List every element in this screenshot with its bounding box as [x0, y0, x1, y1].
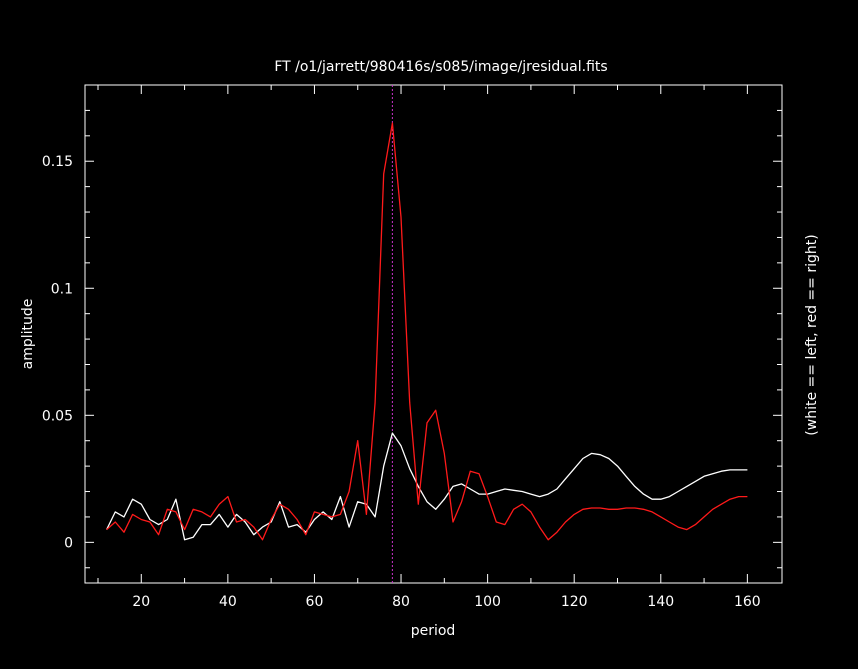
plot-frame [84, 84, 783, 584]
y-tick-label: 0.05 [42, 408, 73, 424]
y-axis-label: amplitude [20, 299, 36, 370]
x-tick-label: 80 [392, 594, 410, 610]
tick-labels: 20 40 60 80 100 120 140 160 0 0.05 0.1 0.15 [42, 154, 761, 610]
series-legend-note: (white == left, red == right) [804, 234, 820, 435]
y-tick-label: 0.1 [51, 281, 73, 297]
x-tick-label: 20 [132, 594, 150, 610]
x-tick-label: 120 [561, 594, 588, 610]
x-axis-label: period [411, 623, 456, 639]
y-tick-label: 0.15 [42, 154, 73, 170]
x-tick-label: 100 [474, 594, 501, 610]
series-layer [106, 122, 748, 541]
y-tick-label: 0 [64, 535, 73, 551]
series-line-red [106, 122, 748, 541]
x-tick-label: 40 [219, 594, 237, 610]
series-line-white [106, 432, 748, 541]
x-tick-label: 60 [306, 594, 324, 610]
axis-ticks [85, 85, 782, 583]
x-tick-label: 160 [734, 594, 761, 610]
chart-title: FT /o1/jarrett/980416s/s085/image/jresid… [274, 59, 607, 75]
x-tick-label: 140 [647, 594, 674, 610]
